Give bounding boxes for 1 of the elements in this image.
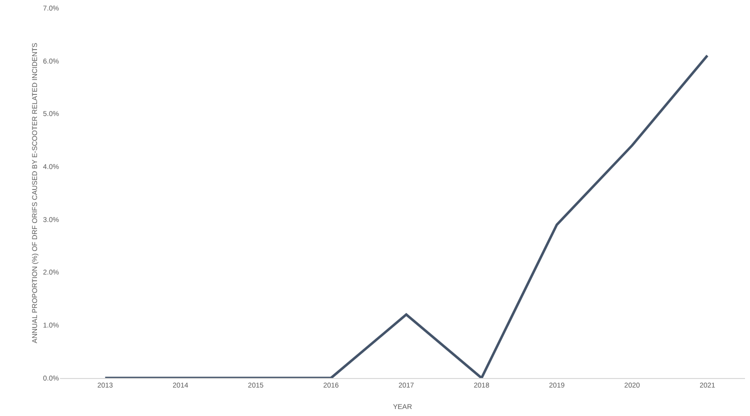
line-series: [104, 54, 709, 378]
